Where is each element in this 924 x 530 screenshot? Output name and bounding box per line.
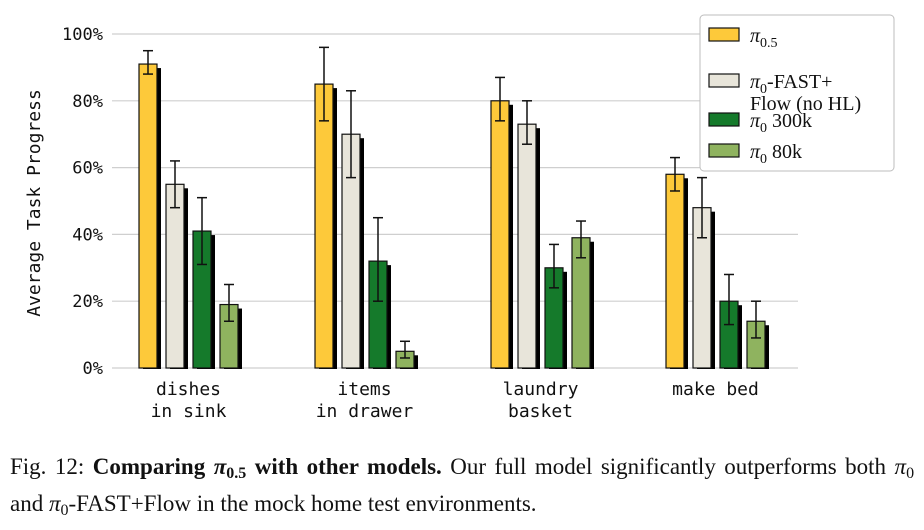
bar <box>165 183 185 369</box>
caption-label: Fig. 12: <box>10 454 85 479</box>
legend-label: π0 80k <box>750 141 802 167</box>
legend: π0.5 π0-FAST+Flow (no HL)π0 300k π0 80k <box>699 14 895 172</box>
legend-swatch <box>708 112 740 127</box>
legend-label: Flow (no HL) <box>750 93 861 115</box>
x-tick-label: items <box>337 379 391 400</box>
legend-swatch <box>708 27 740 42</box>
legend-label: π0 300k <box>750 110 812 136</box>
y-tick-label: 40% <box>72 225 103 245</box>
x-tick-label: basket <box>508 401 573 422</box>
legend-swatch <box>708 143 740 158</box>
x-tick-label: make bed <box>672 379 759 400</box>
y-tick-label: 20% <box>72 292 103 312</box>
y-tick-label: 80% <box>72 92 103 112</box>
caption-bold-title: Comparing π0.5 with other models. <box>92 454 442 482</box>
bar <box>314 83 334 369</box>
y-tick-label: 60% <box>72 159 103 179</box>
bar <box>138 63 158 369</box>
y-axis-label: Average Task Progress <box>24 89 45 317</box>
bar <box>517 123 537 369</box>
y-tick-label: 100% <box>62 25 103 45</box>
legend-label: π0-FAST+ <box>750 71 832 97</box>
legend-swatch <box>708 73 740 88</box>
x-tick-label: in sink <box>151 401 227 422</box>
caption-text: Our full model significantly outperforms… <box>10 454 915 519</box>
legend-box <box>699 14 895 172</box>
figure-caption: Fig. 12: Comparing π0.5 with other model… <box>10 452 914 526</box>
legend-label: π0.5 <box>750 25 778 51</box>
x-tick-label: in drawer <box>316 401 414 422</box>
bar <box>490 100 510 369</box>
y-tick-label: 0% <box>83 359 103 379</box>
x-tick-label: dishes <box>156 379 221 400</box>
bar-chart: 0% 20% 40% 60% 80% 100% Average Task Progress d… <box>24 14 895 422</box>
bar <box>665 173 685 369</box>
x-tick-label: laundry <box>503 379 579 400</box>
